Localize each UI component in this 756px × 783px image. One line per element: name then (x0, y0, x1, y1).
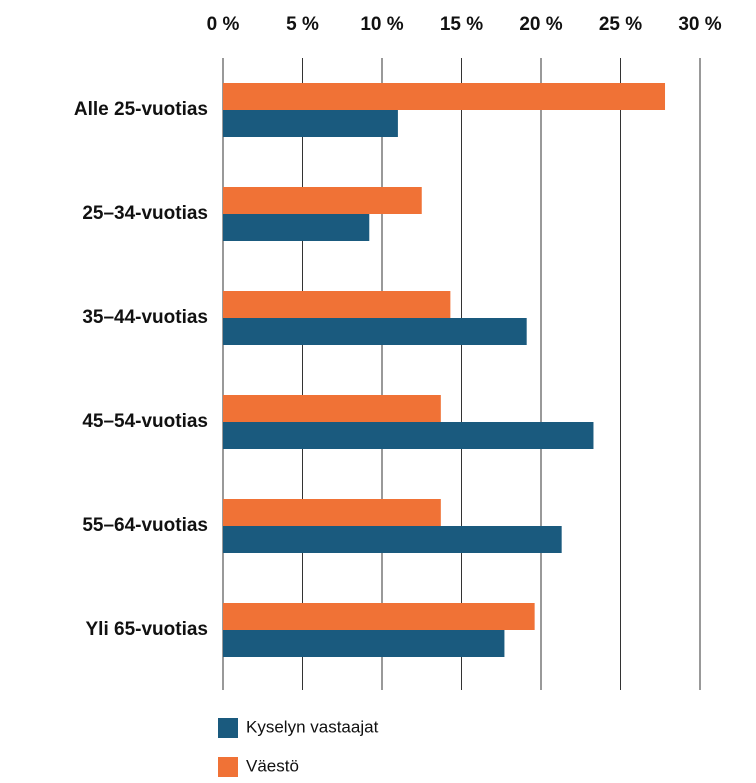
bar (223, 499, 441, 526)
legend-label: Väestö (246, 756, 299, 775)
y-tick-label: Alle 25-vuotias (74, 99, 208, 120)
bar (223, 291, 451, 318)
y-tick-label: 45–54-vuotias (82, 411, 208, 432)
legend-label: Kyselyn vastaajat (246, 717, 379, 736)
y-tick-label: Yli 65-vuotias (86, 619, 209, 640)
x-tick-label: 10 % (360, 14, 403, 35)
bar (223, 422, 594, 449)
bar (223, 630, 505, 657)
x-tick-label: 15 % (440, 14, 483, 35)
y-tick-label: 35–44-vuotias (82, 307, 208, 328)
legend-swatch (218, 757, 238, 777)
x-tick-label: 20 % (519, 14, 562, 35)
x-tick-label: 0 % (207, 14, 240, 35)
bar (223, 187, 422, 214)
bar (223, 603, 535, 630)
bar (223, 214, 370, 241)
y-tick-label: 55–64-vuotias (82, 515, 208, 536)
bar (223, 318, 527, 345)
bar (223, 395, 441, 422)
x-tick-label: 30 % (678, 14, 721, 35)
y-tick-label: 25–34-vuotias (82, 203, 208, 224)
bar (223, 526, 562, 553)
bar (223, 83, 666, 110)
x-tick-label: 25 % (599, 14, 642, 35)
legend-swatch (218, 718, 238, 738)
x-tick-label: 5 % (286, 14, 319, 35)
bar (223, 110, 398, 137)
